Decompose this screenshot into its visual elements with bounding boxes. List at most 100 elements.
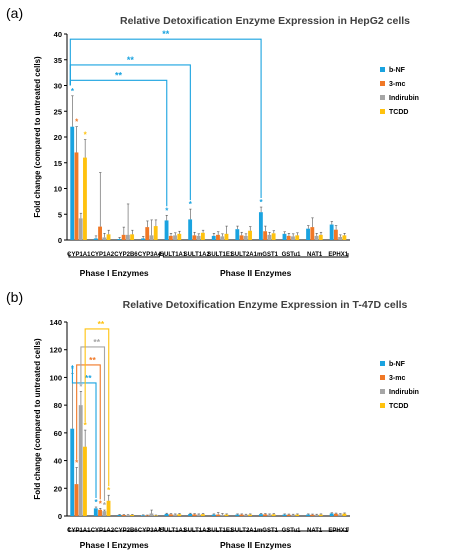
y-tick-label: 140 (49, 318, 62, 327)
y-axis-label: Fold change (compared to untreated cells… (33, 338, 42, 500)
bar (74, 152, 79, 240)
significance-label: ** (115, 70, 123, 80)
bar (70, 126, 75, 240)
bar (125, 515, 130, 516)
bar (271, 233, 276, 240)
bar (145, 515, 150, 516)
bar (248, 514, 252, 516)
bar (333, 229, 338, 240)
bar (271, 514, 276, 516)
x-tick-label: mGST1 (257, 252, 279, 258)
y-axis-label: Fold change (compared to untreated cells… (33, 56, 42, 218)
chart-panel-2: (b) Relative Detoxification Enzyme Expres… (6, 289, 419, 550)
y-tick-label: 60 (54, 429, 62, 438)
significance-label: ** (98, 319, 105, 329)
x-tick-label: SULT2A1 (231, 252, 258, 258)
bar (282, 233, 287, 240)
y-tick-label: 120 (49, 346, 62, 355)
bar (258, 514, 263, 516)
legend-label: 3-mc (389, 81, 405, 88)
significance-star: * (84, 131, 88, 140)
y-tick-label: 80 (54, 401, 62, 410)
x-tick-label: CYP3A4 (138, 252, 162, 258)
bar (263, 231, 268, 240)
significance-star: * (71, 87, 75, 96)
bar (117, 514, 122, 516)
chart-title: Relative Detoxification Enzyme Expressio… (123, 299, 408, 311)
bar (98, 509, 102, 516)
group-label: Phase I Enzymes (80, 268, 149, 278)
bar (106, 500, 111, 516)
y-tick-label: 20 (54, 133, 62, 142)
bar (177, 233, 182, 240)
bar (267, 234, 272, 240)
bar (149, 235, 154, 240)
bar (211, 235, 216, 240)
bar (192, 235, 197, 240)
bar (224, 233, 229, 240)
bar (211, 514, 216, 516)
legend-label: 3-mc (389, 375, 405, 382)
legend-swatch (380, 67, 385, 72)
bar (196, 235, 201, 240)
y-tick-label: 0 (58, 236, 62, 245)
bar (125, 234, 130, 240)
significance-label: ** (162, 29, 170, 39)
bar (291, 514, 295, 516)
bar (106, 234, 111, 240)
significance-star: * (79, 382, 83, 391)
y-tick-label: 5 (58, 210, 62, 219)
bar (263, 514, 268, 516)
bar (93, 238, 98, 240)
bar (306, 228, 310, 240)
y-tick-label: 30 (54, 82, 62, 91)
bar (224, 514, 229, 516)
significance-bracket (69, 79, 168, 207)
legend-label: Indirubin (389, 95, 419, 102)
bar (314, 514, 319, 516)
bar (314, 235, 319, 240)
legend-swatch (380, 389, 385, 394)
bar (74, 484, 79, 516)
bar (196, 514, 201, 516)
bar (342, 235, 347, 240)
bar (83, 446, 87, 516)
bar (329, 513, 334, 516)
bar (216, 234, 220, 240)
significance-star: * (165, 206, 169, 215)
bar (70, 428, 75, 516)
bar (248, 230, 252, 240)
legend-label: b-NF (389, 67, 406, 74)
significance-star: * (103, 501, 107, 510)
bar (83, 157, 87, 240)
bar (342, 513, 347, 516)
bar (130, 514, 135, 516)
bar (164, 513, 169, 516)
legend-label: b-NF (389, 361, 406, 368)
significance-star: * (84, 421, 88, 430)
bar (173, 514, 177, 516)
x-tick-label: CYP2B6 (114, 252, 138, 258)
x-tick-label: EPHX1 (328, 252, 348, 258)
x-tick-label: CYP1A2 (91, 252, 115, 258)
legend-label: Indirubin (389, 389, 419, 396)
bar (310, 514, 315, 516)
significance-bracket (69, 38, 262, 199)
bar (168, 514, 173, 516)
legend-label: TCDD (389, 403, 408, 410)
bar (188, 513, 193, 516)
bar (102, 511, 107, 516)
bar (192, 514, 197, 516)
bar (130, 234, 135, 240)
bar (200, 232, 205, 240)
bar (310, 227, 315, 240)
x-tick-label: SULT1E1 (207, 252, 234, 258)
panel-label: (a) (6, 5, 23, 21)
bar (291, 236, 295, 240)
bar (188, 219, 193, 240)
significance-bracket (69, 64, 191, 201)
bar (153, 515, 158, 516)
x-tick-label: SULT1A2 (184, 252, 211, 258)
significance-star: * (260, 198, 264, 207)
